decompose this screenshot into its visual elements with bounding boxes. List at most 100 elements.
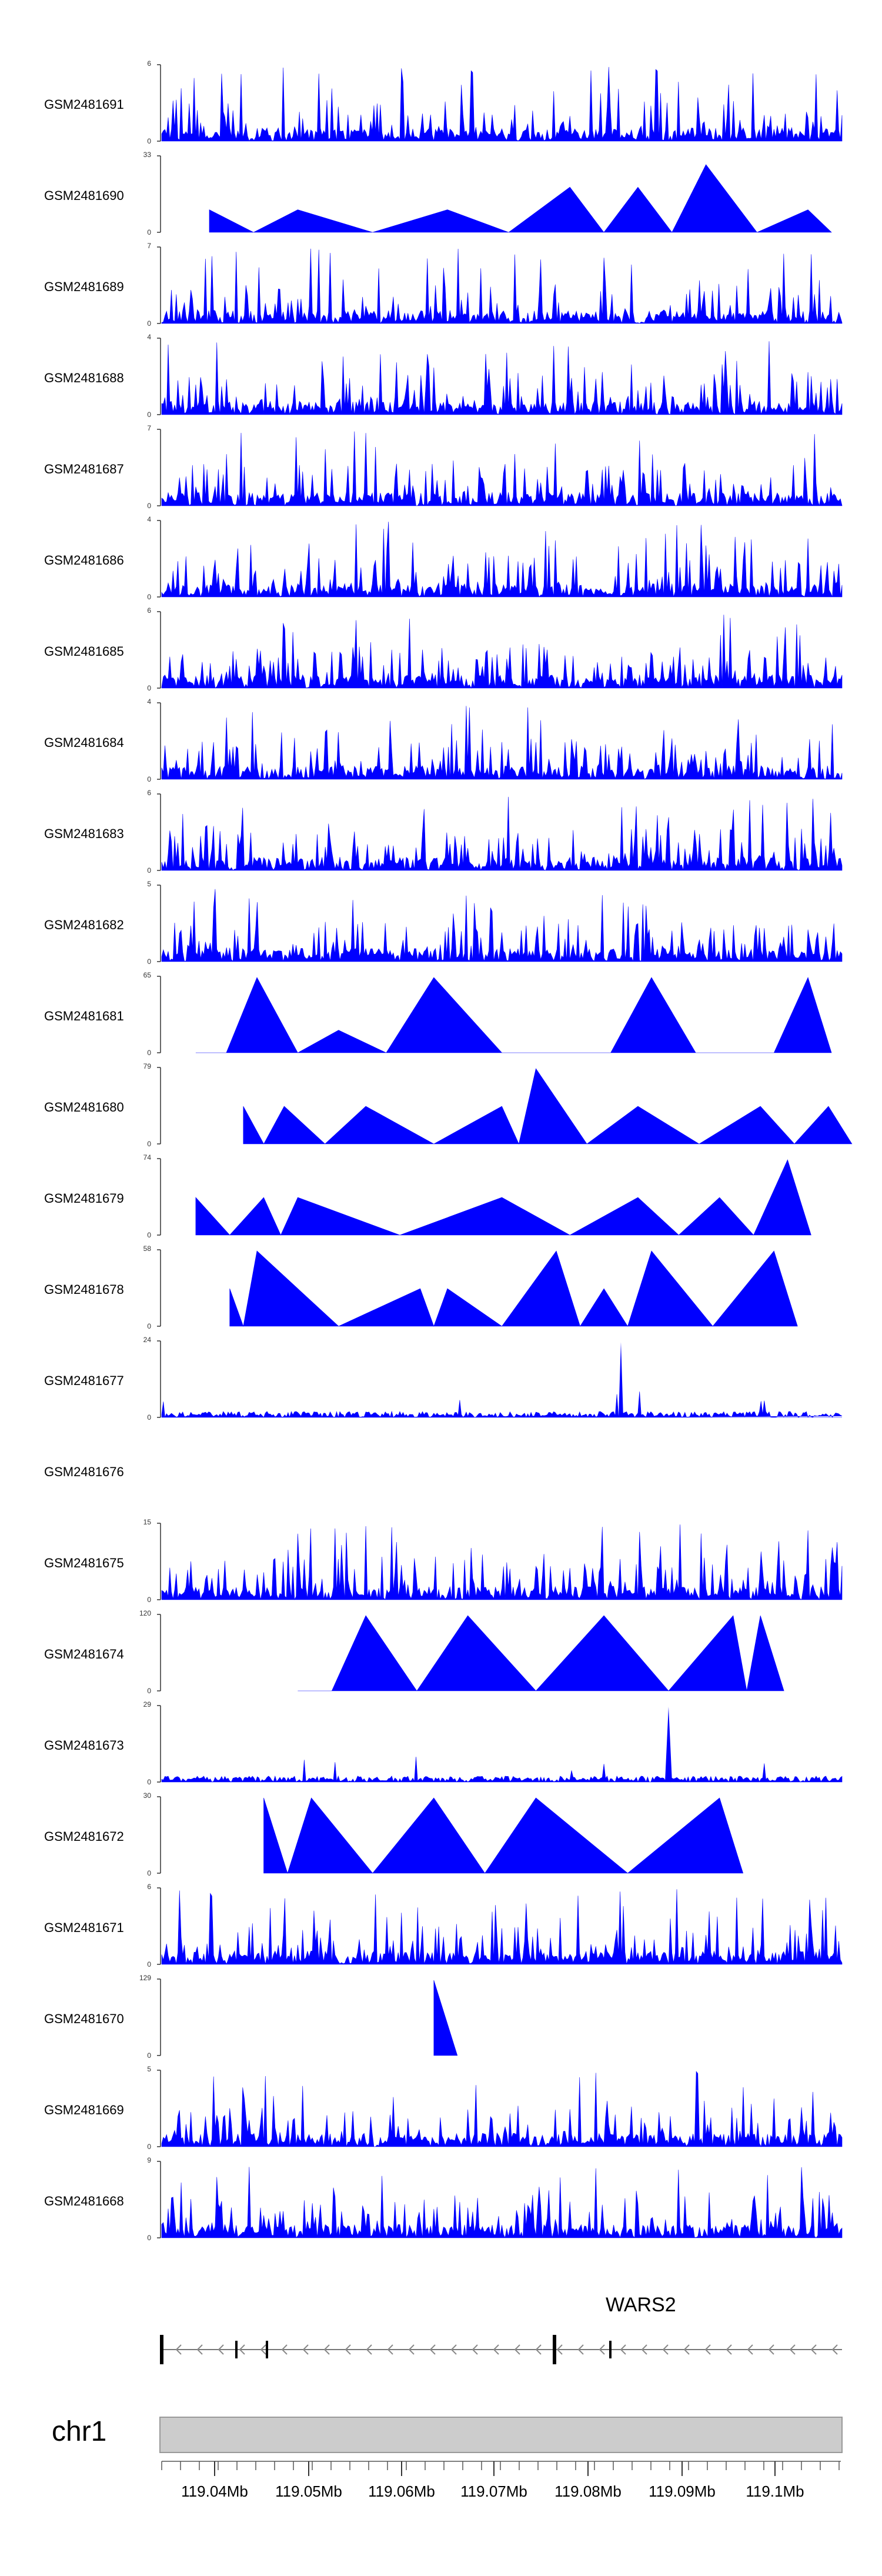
y-min-label: 0 — [147, 137, 151, 145]
strand-arrow — [577, 2344, 584, 2355]
strand-arrow — [345, 2344, 351, 2355]
x-tick-label: 119.04Mb — [181, 2482, 248, 2500]
y-max-label: 65 — [143, 971, 152, 979]
strand-arrow — [302, 2344, 309, 2355]
strand-arrow — [366, 2344, 372, 2355]
y-min-label: 0 — [147, 228, 151, 236]
y-min-label: 0 — [147, 866, 151, 875]
y-min-label: 0 — [147, 1049, 151, 1057]
y-max-label: 7 — [147, 242, 151, 250]
y-min-label: 0 — [147, 1960, 151, 1968]
y-max-label: 129 — [139, 1974, 151, 1982]
track-label: GSM2481684 — [44, 735, 124, 750]
y-max-label: 4 — [147, 698, 151, 706]
y-min-label: 0 — [147, 1413, 151, 1422]
y-max-label: 74 — [143, 1153, 152, 1162]
strand-arrow — [218, 2344, 224, 2355]
track-GSM2481691: GSM2481691 6 0 — [44, 59, 843, 145]
strand-arrow — [747, 2344, 753, 2355]
track-label: GSM2481679 — [44, 1191, 124, 1206]
x-tick-label: 119.1Mb — [746, 2482, 804, 2500]
track-GSM2481690: GSM2481690 33 0 — [44, 151, 832, 236]
track-GSM2481687: GSM2481687 7 0 — [44, 424, 843, 510]
y-max-label: 58 — [143, 1244, 152, 1253]
y-max-label: 33 — [143, 151, 152, 159]
track-label: GSM2481687 — [44, 462, 124, 476]
y-min-label: 0 — [147, 1596, 151, 1604]
strand-arrow — [662, 2344, 669, 2355]
track-GSM2481668: GSM2481668 9 0 — [44, 2156, 843, 2242]
data-tracks: GSM248169160GSM2481690330GSM248168970GSM… — [44, 59, 853, 2242]
y-max-label: 4 — [147, 515, 151, 523]
y-min-label: 0 — [147, 1687, 151, 1695]
strand-arrow — [196, 2344, 203, 2355]
strand-arrow — [387, 2344, 393, 2355]
track-label: GSM2481671 — [44, 1920, 124, 1935]
track-label: GSM2481685 — [44, 644, 124, 659]
signal-area — [298, 1615, 784, 1691]
track-GSM2481676: GSM2481676 — [44, 1464, 124, 1479]
y-min-label: 0 — [147, 1322, 151, 1330]
track-label: GSM2481683 — [44, 826, 124, 841]
strand-arrow — [239, 2344, 245, 2355]
strand-arrow — [556, 2344, 563, 2355]
strand-arrow — [514, 2344, 520, 2355]
track-label: GSM2481688 — [44, 371, 124, 385]
strand-arrow — [175, 2344, 182, 2355]
strand-arrow — [472, 2344, 478, 2355]
track-label: GSM2481686 — [44, 553, 124, 568]
track-label: GSM2481673 — [44, 1738, 124, 1753]
track-GSM2481682: GSM2481682 5 0 — [44, 880, 843, 966]
y-max-label: 9 — [147, 2156, 151, 2164]
exon-block — [235, 2341, 238, 2358]
track-label: GSM2481670 — [44, 2011, 124, 2026]
signal-area — [161, 796, 843, 871]
track-label: GSM2481691 — [44, 97, 124, 112]
track-GSM2481670: GSM2481670 129 0 — [44, 1974, 458, 2060]
strand-arrow — [704, 2344, 711, 2355]
track-label: GSM2481676 — [44, 1464, 124, 1479]
track-label: GSM2481690 — [44, 188, 124, 203]
signal-area — [161, 889, 843, 962]
x-tick-label: 119.05Mb — [275, 2482, 342, 2500]
exon-block — [266, 2341, 268, 2358]
exon-block — [553, 2335, 556, 2364]
strand-arrow — [281, 2344, 288, 2355]
track-label: GSM2481689 — [44, 279, 124, 294]
track-GSM2481685: GSM2481685 6 0 — [44, 606, 843, 692]
y-max-label: 7 — [147, 424, 151, 432]
y-max-label: 30 — [143, 1791, 152, 1800]
strand-arrow — [726, 2344, 732, 2355]
track-label: GSM2481678 — [44, 1282, 124, 1297]
strand-arrow — [683, 2344, 690, 2355]
signal-area — [161, 522, 843, 598]
signal-area — [161, 1889, 843, 1965]
y-max-label: 6 — [147, 1883, 151, 1891]
track-label: GSM2481682 — [44, 917, 124, 932]
signal-peak — [664, 1707, 672, 1782]
track-GSM2481681: GSM2481681 65 0 — [44, 971, 832, 1057]
track-GSM2481672: GSM2481672 30 0 — [44, 1791, 744, 1877]
x-axis: 119.04Mb 119.05Mb 119.06Mb 119.07Mb 119.08Mb… — [161, 2461, 841, 2500]
strand-arrow — [768, 2344, 774, 2355]
signal-area — [243, 1068, 853, 1144]
track-GSM2481684: GSM2481684 4 0 — [44, 698, 843, 783]
y-min-label: 0 — [147, 1869, 151, 1877]
y-max-label: 5 — [147, 880, 151, 888]
signal-area — [161, 615, 843, 689]
strand-arrow — [831, 2344, 838, 2355]
track-GSM2481686: GSM2481686 4 0 — [44, 515, 843, 601]
track-GSM2481677: GSM2481677 24 0 — [44, 1336, 843, 1422]
y-max-label: 24 — [143, 1336, 152, 1344]
strand-arrow — [641, 2344, 647, 2355]
signal-area — [195, 1159, 811, 1236]
strand-arrow — [810, 2344, 817, 2355]
x-tick-label: 119.06Mb — [368, 2482, 435, 2500]
y-min-label: 0 — [147, 411, 151, 419]
x-tick-label: 119.09Mb — [649, 2482, 716, 2500]
y-max-label: 4 — [147, 333, 151, 341]
signal-area — [161, 2071, 843, 2147]
strand-arrow — [493, 2344, 499, 2355]
track-GSM2481669: GSM2481669 5 0 — [44, 2065, 843, 2151]
